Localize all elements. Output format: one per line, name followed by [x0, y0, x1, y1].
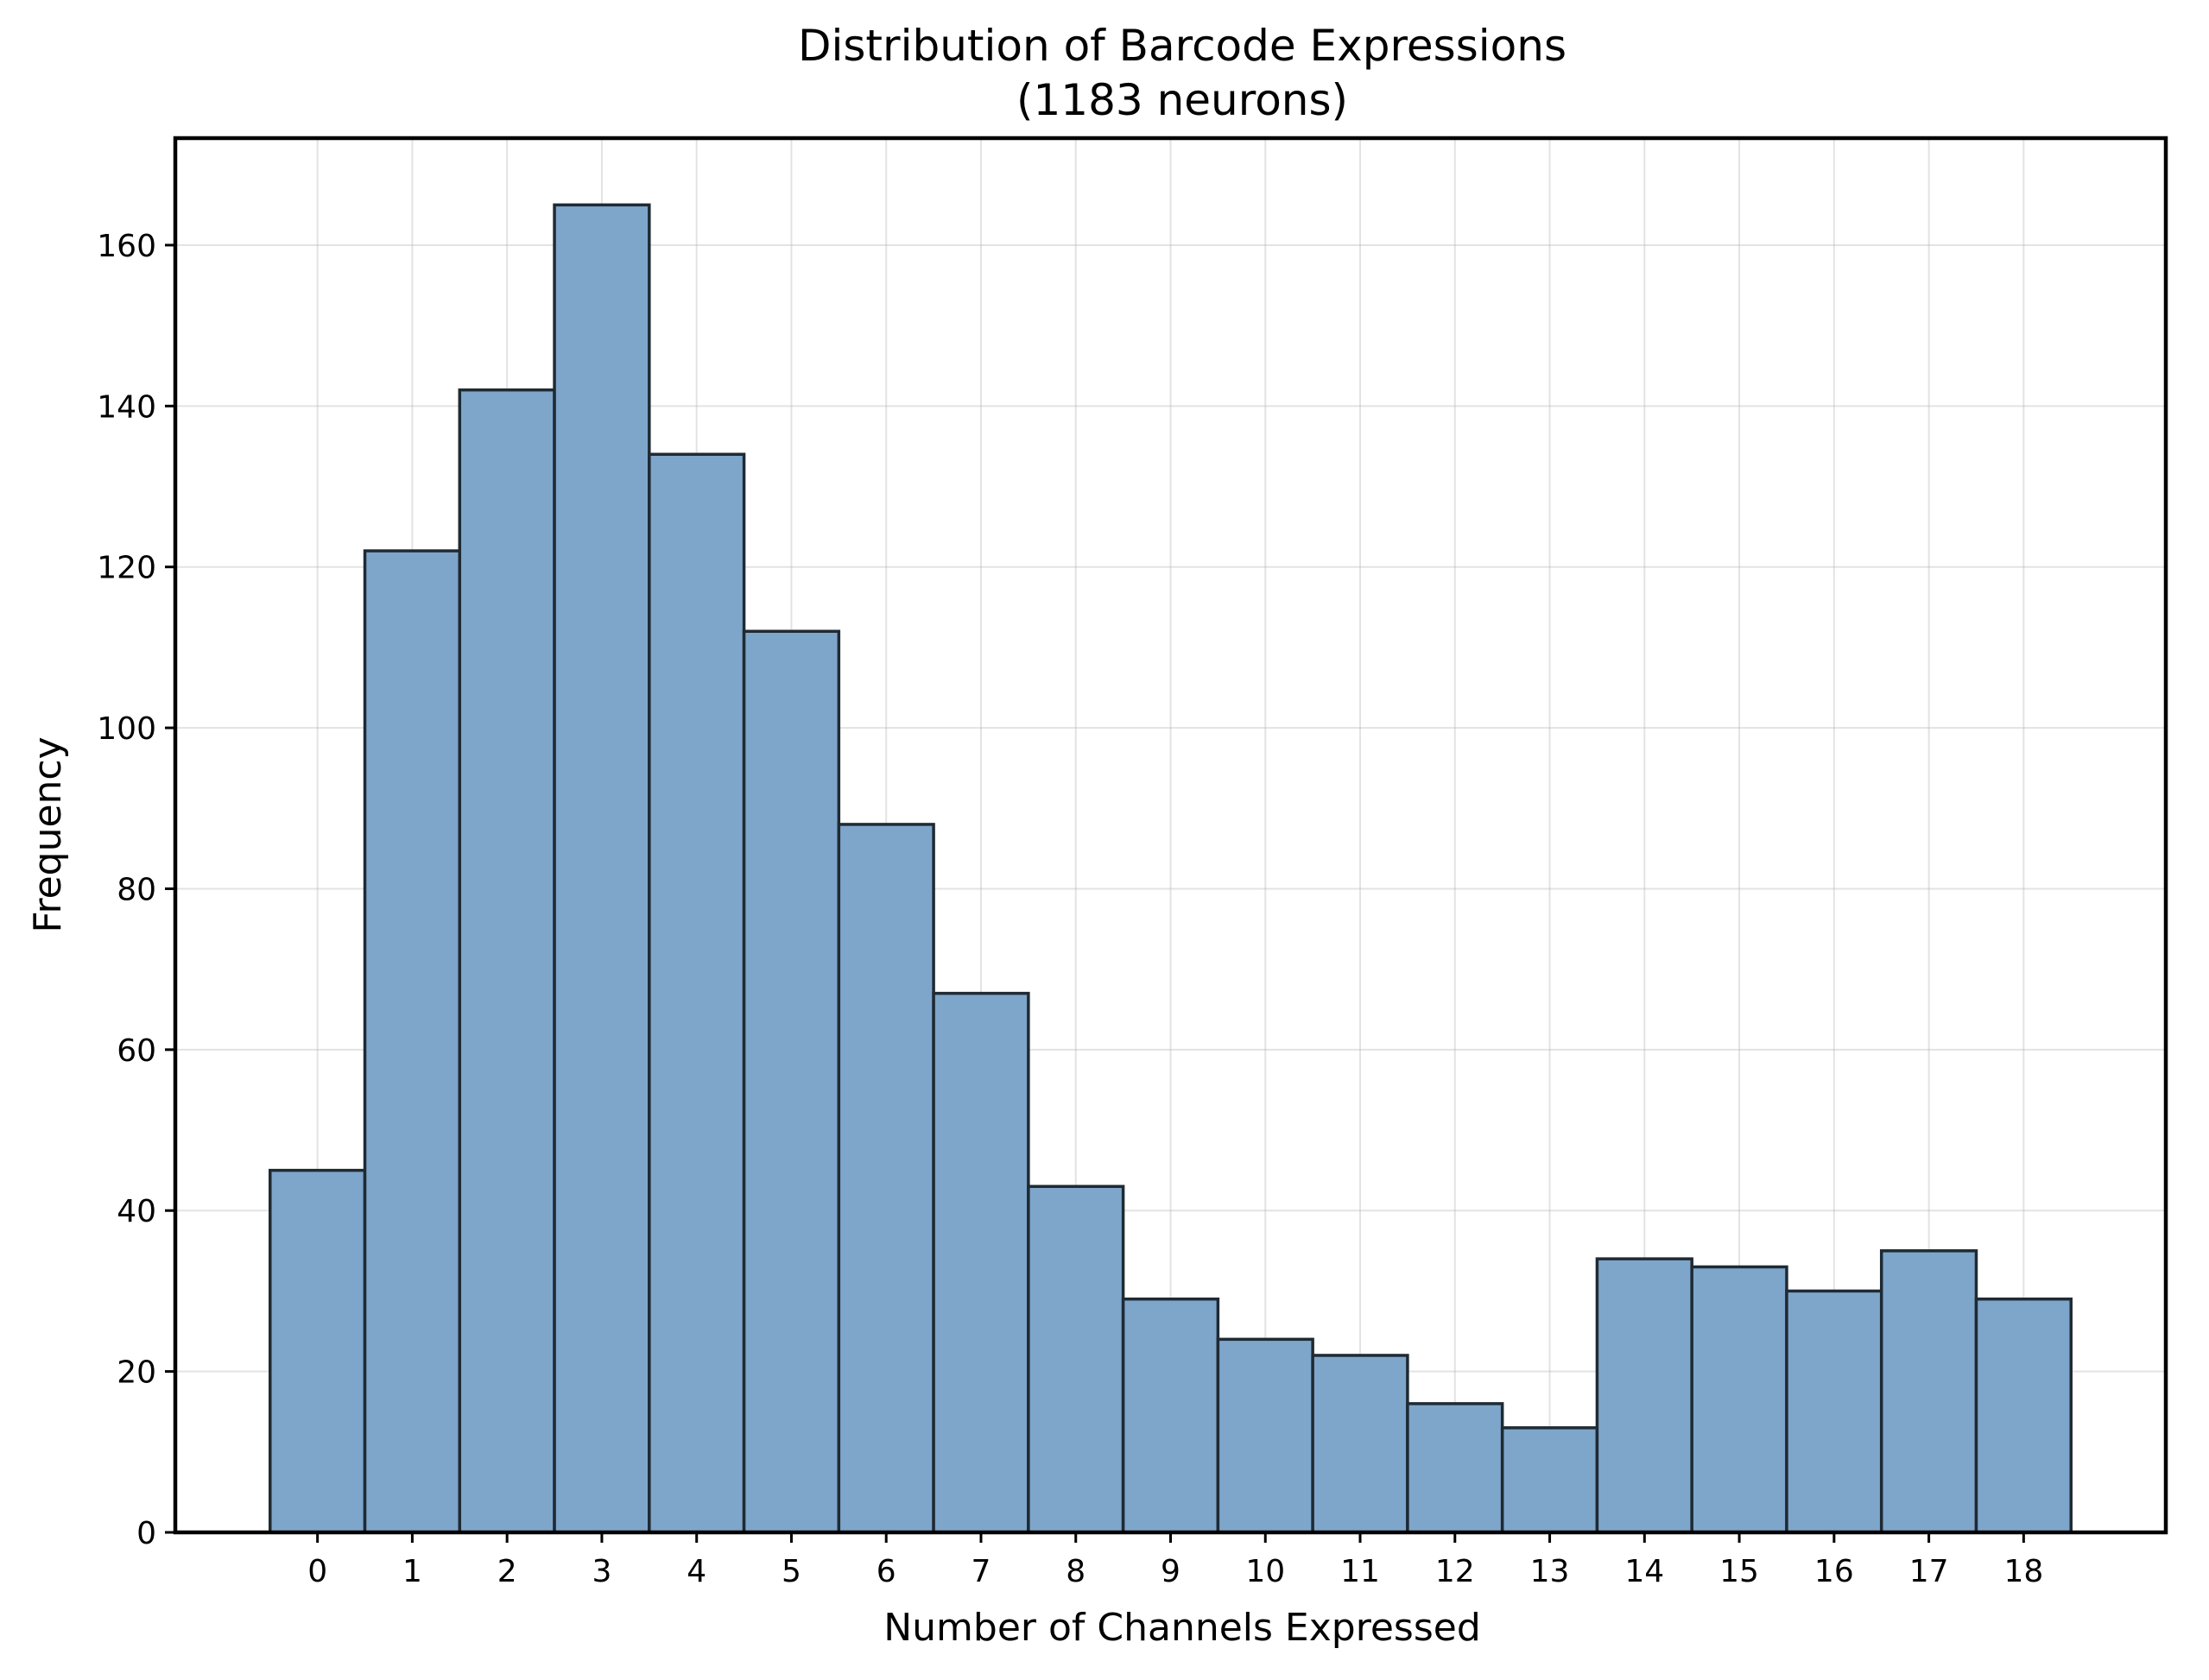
bar-6: [837, 823, 935, 1534]
bar-15: [1690, 1265, 1788, 1534]
y-tick-label-120: 120: [97, 551, 156, 586]
y-tick-label-80: 80: [117, 872, 156, 907]
bar-10: [1216, 1337, 1314, 1534]
chart-subtitle: (1183 neurons): [1016, 75, 1348, 125]
plot-frame: [173, 136, 2168, 1535]
x-axis-label: Number of Channels Expressed: [883, 1606, 1481, 1650]
y-tick-label-40: 40: [117, 1194, 156, 1229]
x-tick-label-13: 13: [1530, 1554, 1570, 1589]
bar-5: [742, 629, 841, 1534]
x-tick-label-10: 10: [1245, 1554, 1285, 1589]
x-axis-ticks: 0 1 2 3 4 5 6 7 8 9 10 11 12 13 14 15 16 17 18: [307, 1532, 2043, 1589]
y-tick-label-60: 60: [117, 1033, 156, 1069]
histogram-bars: [269, 203, 2073, 1534]
x-tick-label-0: 0: [307, 1554, 327, 1589]
y-tick-label-0: 0: [136, 1516, 156, 1551]
bar-0: [269, 1168, 367, 1534]
x-tick-label-12: 12: [1435, 1554, 1475, 1589]
y-tick-label-160: 160: [97, 229, 156, 264]
chart-title: Distribution of Barcode Expressions: [798, 21, 1567, 71]
bar-7: [932, 991, 1030, 1534]
bar-13: [1500, 1426, 1599, 1534]
y-axis-label: Frequency: [26, 736, 70, 932]
x-tick-label-7: 7: [972, 1554, 991, 1589]
bar-11: [1311, 1354, 1409, 1534]
x-tick-label-5: 5: [782, 1554, 801, 1589]
x-tick-label-11: 11: [1340, 1554, 1380, 1589]
x-tick-label-2: 2: [497, 1554, 517, 1589]
bar-1: [363, 549, 462, 1534]
bar-9: [1121, 1297, 1220, 1534]
x-tick-label-15: 15: [1719, 1554, 1759, 1589]
x-tick-label-4: 4: [687, 1554, 706, 1589]
x-tick-label-1: 1: [402, 1554, 422, 1589]
bar-8: [1027, 1184, 1125, 1534]
x-tick-label-14: 14: [1624, 1554, 1664, 1589]
y-tick-label-140: 140: [97, 389, 156, 425]
bar-18: [1974, 1297, 2073, 1534]
y-axis-ticks: 0 20 40 60 80 100 120 140 160: [97, 229, 175, 1551]
bar-16: [1785, 1289, 1883, 1534]
x-tick-label-6: 6: [877, 1554, 896, 1589]
x-tick-label-8: 8: [1066, 1554, 1086, 1589]
y-tick-label-20: 20: [117, 1355, 156, 1391]
bar-14: [1595, 1257, 1693, 1534]
y-tick-label-100: 100: [97, 711, 156, 747]
x-tick-label-18: 18: [2003, 1554, 2043, 1589]
x-tick-label-16: 16: [1814, 1554, 1854, 1589]
x-tick-label-17: 17: [1909, 1554, 1949, 1589]
bar-3: [553, 203, 651, 1534]
bar-2: [458, 388, 556, 1534]
bar-12: [1406, 1402, 1504, 1534]
x-tick-label-9: 9: [1161, 1554, 1180, 1589]
bar-4: [648, 452, 746, 1534]
x-tick-label-3: 3: [592, 1554, 611, 1589]
bar-17: [1879, 1249, 1978, 1534]
